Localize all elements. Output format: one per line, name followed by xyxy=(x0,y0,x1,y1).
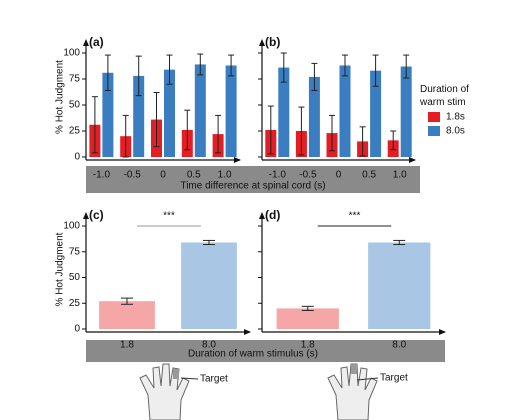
bar xyxy=(102,72,114,157)
x-tick-label: 0.5 xyxy=(187,170,201,181)
x-axis-arrow xyxy=(244,329,251,335)
bar xyxy=(133,75,145,157)
panel-title: (c) xyxy=(89,208,104,222)
y-tick-label: 100 xyxy=(63,48,80,59)
hand-illustration: Target xyxy=(327,363,408,420)
legend-label: 8.0s xyxy=(446,126,465,137)
y-tick-label: 0 xyxy=(74,152,80,163)
bar xyxy=(194,64,206,157)
y-tick-label: 50 xyxy=(69,272,81,283)
x-label-band xyxy=(86,340,445,362)
bar xyxy=(278,67,290,157)
y-tick-label: 0 xyxy=(74,324,80,335)
panel-title: (a) xyxy=(89,35,104,49)
y-tick-label: 50 xyxy=(69,100,81,111)
x-tick-label: 1.8 xyxy=(120,340,134,351)
pointer xyxy=(356,377,379,381)
bar xyxy=(181,242,237,329)
panel-title: (d) xyxy=(265,208,280,222)
legend-swatch xyxy=(428,126,440,136)
bar xyxy=(339,65,351,157)
x-tick-label: -0.5 xyxy=(124,170,142,181)
hand-label: Target xyxy=(380,373,408,384)
significance-label: *** xyxy=(163,211,175,222)
y-tick-label: 75 xyxy=(69,246,81,257)
bar xyxy=(99,301,155,329)
target-marker xyxy=(173,369,179,379)
bar xyxy=(368,242,431,329)
x-tick-label: 1.0 xyxy=(393,170,407,181)
x-tick-label: 0 xyxy=(160,170,166,181)
x-axis-arrow xyxy=(439,329,446,335)
y-tick-label: 75 xyxy=(69,74,81,85)
x-tick-label: 0.5 xyxy=(362,170,376,181)
y-axis-arrow xyxy=(259,212,265,219)
x-tick-label: 0 xyxy=(336,170,342,181)
x-tick-label: 8.0 xyxy=(202,340,216,351)
bar xyxy=(370,70,382,157)
y-axis-arrow xyxy=(259,39,265,46)
x-label-band xyxy=(86,166,420,193)
bar xyxy=(225,65,237,157)
significance-label: *** xyxy=(349,211,361,222)
panel-title: (b) xyxy=(265,35,280,49)
y-axis-arrow xyxy=(83,212,89,219)
x-tick-label: -1.0 xyxy=(269,170,287,181)
target-marker xyxy=(351,364,357,374)
bar xyxy=(308,76,320,157)
y-tick-label: 100 xyxy=(63,221,80,232)
legend-title: Duration of warm stim xyxy=(419,84,469,108)
x-tick-label: 1.0 xyxy=(218,170,232,181)
y-axis-label: % Hot Judgment xyxy=(55,60,66,134)
legend-swatch xyxy=(428,112,440,122)
legend-label: 1.8s xyxy=(446,112,465,123)
x-tick-label: -0.5 xyxy=(299,170,317,181)
x-axis-arrow xyxy=(409,157,416,163)
x-tick-label: -1.0 xyxy=(93,170,111,181)
x-tick-label: 8.0 xyxy=(392,340,406,351)
x-axis-label: Duration of warm stimulus (s) xyxy=(188,349,318,360)
x-axis-arrow xyxy=(234,157,241,163)
bar xyxy=(164,69,175,157)
y-axis-arrow xyxy=(83,39,89,46)
pointer xyxy=(180,377,199,380)
x-axis-label: Time difference at spinal cord (s) xyxy=(180,181,325,192)
y-axis-label: % Hot Judgment xyxy=(55,232,66,306)
hand-label: Target xyxy=(200,374,228,385)
y-tick-label: 25 xyxy=(69,298,81,309)
bar xyxy=(276,308,339,329)
bar xyxy=(400,66,412,157)
hand-illustration: Target xyxy=(139,363,228,420)
x-tick-label: 1.8 xyxy=(301,340,315,351)
y-tick-label: 25 xyxy=(69,126,81,137)
